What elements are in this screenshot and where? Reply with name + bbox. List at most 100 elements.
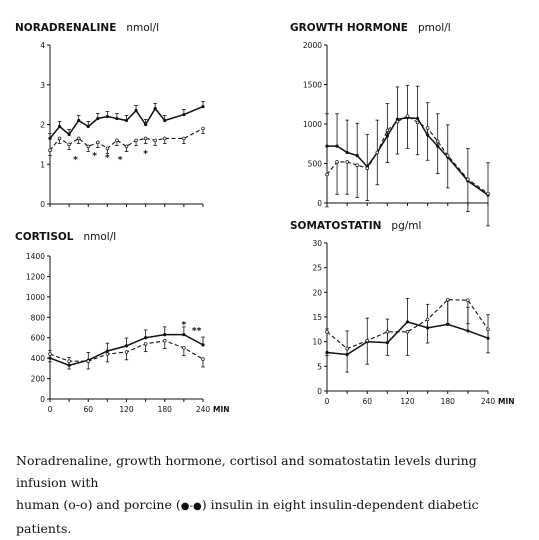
data-point-open xyxy=(405,330,410,334)
data-point-open xyxy=(67,359,71,363)
data-point-open xyxy=(395,119,400,124)
chart-panel-4: SOMATOSTATIN pg/ml 0 5 10 15 20 25 30 0 60 120 180 24… xyxy=(290,220,515,406)
significance-marker: ** xyxy=(192,327,202,337)
data-point-open xyxy=(86,359,90,363)
data-point-solid xyxy=(134,108,138,113)
data-point-open xyxy=(143,342,148,346)
series-line-dashed xyxy=(326,299,489,350)
data-point-solid xyxy=(163,118,167,123)
y-tick-label: 2 xyxy=(40,121,45,130)
y-tick-label: 4 xyxy=(40,41,45,50)
data-point-solid xyxy=(144,336,148,340)
chart-title: SOMATOSTATIN pg/ml xyxy=(290,220,421,232)
data-point-open xyxy=(446,153,450,158)
chart-title-text: SOMATOSTATIN xyxy=(290,220,381,232)
data-point-open xyxy=(415,120,420,125)
data-point-open xyxy=(153,138,157,143)
caption-line-2-start: human (o-o) and porcine ( xyxy=(16,497,181,512)
caption-line-1: Noradrenaline, growth hormone, cortisol … xyxy=(16,453,477,490)
significance-marker: * xyxy=(73,155,78,165)
data-point-open xyxy=(48,352,52,356)
data-point-solid xyxy=(144,122,148,127)
data-point-solid xyxy=(182,333,186,337)
y-tick-label: 3 xyxy=(40,81,45,90)
x-axis-unit: MIN xyxy=(213,405,230,414)
y-tick-label: 1 xyxy=(40,160,45,169)
data-point-open xyxy=(385,128,390,133)
data-point-open xyxy=(325,330,329,334)
chart-unit: pg/ml xyxy=(391,220,421,232)
data-point-open xyxy=(182,136,186,141)
y-tick-label: 25 xyxy=(312,264,322,273)
chart-panel-1: NORADRENALINE nmol/l 0 1 2 3 4 * * * * * xyxy=(15,22,205,209)
series-line-dashed xyxy=(49,128,204,151)
data-point-open xyxy=(425,126,430,130)
data-point-open xyxy=(105,146,110,151)
x-tick-label: 180 xyxy=(441,397,456,406)
x-tick-label: 0 xyxy=(325,397,330,406)
data-point-solid xyxy=(115,116,119,121)
data-point-solid xyxy=(405,320,410,324)
y-tick-label: 0 xyxy=(40,200,45,209)
chart-panel-3: CORTISOL nmol/l 0 200 400 600 800 1000 1200 1400 0… xyxy=(15,231,230,414)
y-tick-label: 500 xyxy=(308,160,323,169)
significance-marker: * xyxy=(143,149,148,159)
significance-marker: * xyxy=(118,155,123,165)
significance-marker: * xyxy=(182,321,187,331)
data-point-open xyxy=(466,298,470,302)
chart-title-text: NORADRENALINE xyxy=(15,22,116,34)
data-point-solid xyxy=(201,105,205,109)
chart-unit: pmol/l xyxy=(418,22,451,34)
series-line-solid xyxy=(49,105,204,139)
data-point-open xyxy=(48,148,52,153)
data-point-open xyxy=(446,297,450,302)
y-tick-label: 20 xyxy=(312,288,322,297)
data-point-solid xyxy=(124,118,129,123)
data-point-open xyxy=(335,160,339,164)
y-tick-label: 1000 xyxy=(303,120,322,129)
y-tick-label: 10 xyxy=(312,338,322,347)
data-point-open xyxy=(355,163,359,167)
x-tick-label: 60 xyxy=(83,405,93,414)
data-point-solid xyxy=(355,154,359,158)
figure: NORADRENALINE nmol/l 0 1 2 3 4 * * * * * GROWTH HORM… xyxy=(15,22,515,536)
data-point-solid xyxy=(124,344,129,348)
data-point-open xyxy=(486,327,490,332)
data-point-open xyxy=(201,126,205,131)
y-tick-label: 800 xyxy=(31,313,46,322)
data-point-open xyxy=(105,352,110,356)
data-point-open xyxy=(345,160,349,164)
y-tick-label: 1200 xyxy=(26,272,45,281)
y-tick-label: 1400 xyxy=(26,252,45,261)
data-point-open xyxy=(96,140,100,145)
x-tick-label: 240 xyxy=(481,397,496,406)
data-point-open xyxy=(124,350,129,354)
data-point-solid xyxy=(57,124,62,129)
data-point-solid xyxy=(105,349,109,353)
data-point-open xyxy=(325,172,329,177)
data-point-solid xyxy=(96,116,100,121)
x-tick-label: 120 xyxy=(400,397,415,406)
chart-title: NORADRENALINE nmol/l xyxy=(15,22,159,34)
data-point-open xyxy=(486,191,490,196)
caption-line-2: human (o-o) and porcine (●-●) insulin in… xyxy=(16,494,531,540)
y-tick-label: 5 xyxy=(317,362,322,371)
data-point-solid xyxy=(163,333,167,337)
data-point-open xyxy=(425,317,430,322)
chart-title-text: CORTISOL xyxy=(15,231,74,243)
data-point-solid xyxy=(105,114,109,119)
porcine-symbol: ●-● xyxy=(180,501,202,512)
data-point-open xyxy=(182,346,186,350)
data-point-solid xyxy=(345,150,349,155)
y-tick-label: 15 xyxy=(312,313,322,322)
data-point-solid xyxy=(153,107,157,111)
y-tick-label: 0 xyxy=(317,387,322,396)
data-point-open xyxy=(143,136,148,141)
y-tick-label: 1500 xyxy=(303,81,322,90)
x-tick-label: 60 xyxy=(362,397,372,406)
data-point-open xyxy=(375,150,380,155)
data-point-solid xyxy=(86,124,90,129)
data-point-open xyxy=(86,144,90,149)
data-point-solid xyxy=(325,144,329,148)
data-point-open xyxy=(466,177,470,182)
